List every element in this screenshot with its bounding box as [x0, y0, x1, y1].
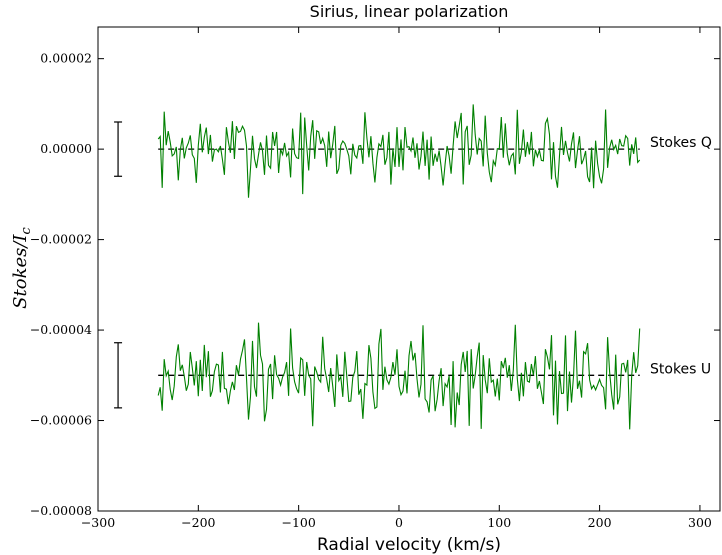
x-axis: −300 −200 −100 0 100 200 300 — [81, 27, 712, 530]
stokes-q-label: Stokes Q — [650, 135, 712, 151]
y-axis-label-main: Stokes/I — [10, 234, 31, 309]
x-tick-label: 0 — [395, 515, 403, 530]
x-axis-label: Radial velocity (km/s) — [317, 535, 501, 555]
y-axis-label-subscript: c — [19, 226, 34, 234]
y-tick-label: −0.00006 — [30, 413, 92, 428]
plot-area: Stokes Q Stokes U — [114, 104, 712, 430]
y-axis: 0.00002 0.00000 −0.00002 −0.00004 −0.00006 −0… — [30, 51, 720, 518]
y-tick-label: −0.00008 — [30, 503, 92, 518]
x-tick-label: 300 — [688, 515, 712, 530]
x-tick-label: 200 — [588, 515, 612, 530]
y-tick-label: −0.00002 — [30, 232, 92, 247]
stokes-u-series-line — [157, 322, 641, 430]
y-tick-label: 0.00000 — [40, 141, 92, 156]
x-tick-label: 100 — [487, 515, 511, 530]
x-tick-label: −200 — [181, 515, 215, 530]
x-tick-label: −100 — [281, 515, 315, 530]
stokes-u-label: Stokes U — [650, 361, 711, 377]
plot-frame — [97, 26, 721, 512]
y-tick-label: 0.00002 — [40, 51, 92, 66]
x-tick-label: −300 — [81, 515, 115, 530]
stokes-q-series-line — [157, 104, 641, 198]
chart-title: Sirius, linear polarization — [310, 2, 509, 21]
y-tick-label: −0.00004 — [30, 322, 92, 337]
y-axis-label: Stokes/Ic — [10, 226, 34, 308]
